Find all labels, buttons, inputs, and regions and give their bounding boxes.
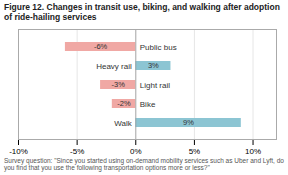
svg-text:0%: 0% xyxy=(130,147,142,155)
svg-text:10%: 10% xyxy=(245,147,261,155)
svg-text:Public bus: Public bus xyxy=(140,42,177,51)
html-text:Figure 12. Changes in transit: Figure 12. Changes in transit use, bikin… xyxy=(4,2,280,22)
svg-text:Light rail: Light rail xyxy=(140,80,170,89)
svg-text:9%: 9% xyxy=(183,118,194,127)
svg-text:Walk: Walk xyxy=(114,118,132,127)
svg-text:5%: 5% xyxy=(189,147,201,155)
svg-text:-3%: -3% xyxy=(112,80,126,89)
svg-text:Bike: Bike xyxy=(140,99,156,108)
svg-text:-6%: -6% xyxy=(94,42,108,51)
svg-text:-2%: -2% xyxy=(117,99,131,108)
svg-text:-10%: -10% xyxy=(9,147,28,155)
html-text:Survey question: "Since you st: Survey question: "Since you started usin… xyxy=(4,156,284,171)
svg-text:3%: 3% xyxy=(148,61,159,70)
svg-text:Heavy rail: Heavy rail xyxy=(96,61,132,70)
svg-text:-5%: -5% xyxy=(70,147,84,155)
